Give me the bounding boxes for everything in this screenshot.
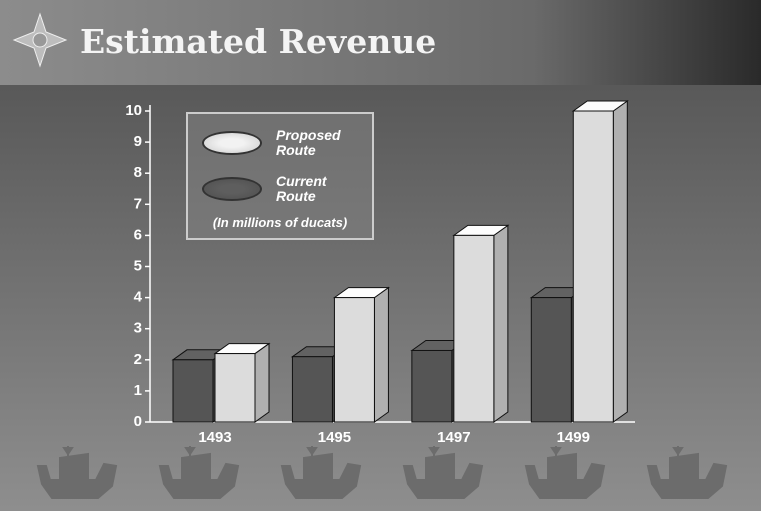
ship — [647, 445, 727, 499]
bar-side — [373, 286, 389, 423]
x-tick-label: 1495 — [318, 429, 351, 446]
unit-note: (In millions of ducats) — [212, 215, 348, 230]
x-tick-label: 1493 — [198, 429, 231, 446]
y-tick-label: 5 — [134, 257, 142, 274]
ship — [403, 445, 483, 499]
ship — [37, 445, 117, 499]
bar — [172, 359, 214, 423]
bar-side — [254, 342, 270, 423]
bar — [291, 356, 333, 423]
ship — [525, 445, 605, 499]
legend-item: Current Route — [202, 174, 356, 204]
legend: (In millions of ducats) Proposed Route Cu… — [186, 112, 374, 240]
legend-swatch — [202, 177, 262, 201]
ship — [159, 445, 239, 499]
y-tick-label: 8 — [134, 164, 142, 181]
legend-label: Proposed Route — [276, 127, 341, 158]
y-tick-label: 3 — [134, 320, 142, 337]
legend-item: Proposed Route — [202, 128, 356, 158]
bar — [453, 234, 495, 423]
ship — [281, 445, 361, 499]
bar — [214, 353, 256, 423]
ship-decoration — [37, 445, 727, 499]
y-tick-label: 6 — [134, 226, 142, 243]
legend-label: Current Route — [276, 173, 327, 204]
y-tick-label: 1 — [134, 382, 142, 399]
y-tick-label: 0 — [134, 413, 142, 430]
bar-side — [493, 224, 509, 423]
y-tick-label: 9 — [134, 133, 142, 150]
bar — [572, 110, 614, 423]
y-tick-label: 7 — [134, 195, 142, 212]
slide-title: Estimated Revenue — [80, 22, 436, 61]
bar — [530, 297, 572, 423]
bar-side — [612, 100, 628, 423]
header-bar — [0, 0, 761, 85]
bar — [333, 297, 375, 423]
y-tick-label: 2 — [134, 351, 142, 368]
x-tick-label: 1499 — [557, 429, 590, 446]
y-tick-label: 4 — [134, 289, 143, 306]
legend-swatch — [202, 131, 262, 155]
y-tick-label: 10 — [125, 102, 142, 119]
emblem — [12, 12, 68, 68]
x-tick-label: 1497 — [437, 429, 470, 446]
bar — [411, 349, 453, 423]
